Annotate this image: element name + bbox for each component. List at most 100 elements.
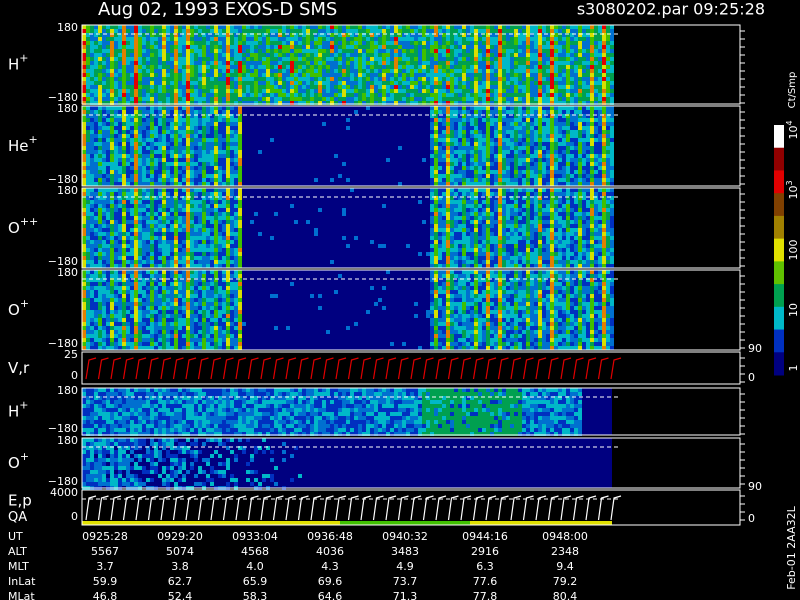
cell: [118, 114, 122, 118]
cell: [494, 65, 498, 69]
cell: [246, 49, 250, 53]
cell: [590, 110, 594, 114]
cell: [118, 81, 122, 85]
cell: [242, 85, 246, 89]
cell: [186, 208, 190, 212]
cell: [190, 130, 194, 134]
cell: [534, 154, 538, 158]
cell: [518, 77, 522, 81]
cell: [406, 45, 410, 49]
cell: [126, 138, 130, 142]
cell: [86, 89, 90, 93]
cell: [586, 61, 590, 65]
cell: [538, 146, 542, 150]
cell: [158, 45, 162, 49]
cell: [226, 25, 230, 29]
cell: [126, 29, 130, 33]
cell: [210, 29, 214, 33]
cell: [518, 170, 522, 174]
cell: [130, 101, 134, 105]
cell: [530, 65, 534, 69]
cell: [378, 77, 382, 81]
cell: [586, 118, 590, 122]
cell: [170, 232, 174, 236]
cell: [430, 89, 434, 93]
cell: [142, 61, 146, 65]
cell: [98, 110, 102, 114]
cell: [598, 89, 602, 93]
cell: [438, 73, 442, 77]
cell: [186, 196, 190, 200]
cell: [558, 73, 562, 77]
cell: [154, 174, 158, 178]
cell: [362, 45, 366, 49]
cell: [142, 244, 146, 248]
cell: [138, 264, 142, 268]
cell: [210, 93, 214, 97]
cell: [442, 106, 446, 110]
cell: [346, 126, 350, 130]
cell: [94, 93, 98, 97]
cell: [206, 146, 210, 150]
cell: [118, 174, 122, 178]
cell: [562, 85, 566, 89]
cell: [110, 244, 114, 248]
cell: [410, 41, 414, 45]
cell: [534, 33, 538, 37]
cell: [234, 166, 238, 170]
cell: [278, 69, 282, 73]
cell: [558, 118, 562, 122]
cell: [142, 65, 146, 69]
cell: [350, 61, 354, 65]
cell: [578, 154, 582, 158]
cell: [178, 220, 182, 224]
cell: [198, 150, 202, 154]
cell: [110, 53, 114, 57]
cell: [206, 53, 210, 57]
cell: [314, 53, 318, 57]
cell: [454, 89, 458, 93]
cell: [146, 228, 150, 232]
cell: [354, 37, 358, 41]
cell: [346, 77, 350, 81]
cell: [402, 49, 406, 53]
cell: [138, 57, 142, 61]
cell: [486, 77, 490, 81]
cell: [434, 37, 438, 41]
cell: [210, 134, 214, 138]
cell: [334, 69, 338, 73]
cell: [346, 29, 350, 33]
cell: [574, 122, 578, 126]
cell: [218, 69, 222, 73]
cell: [162, 204, 166, 208]
cell: [534, 150, 538, 154]
cell: [138, 110, 142, 114]
cell: [410, 73, 414, 77]
cell: [590, 126, 594, 130]
cell: [222, 101, 226, 105]
cell: [290, 65, 294, 69]
cell: [82, 178, 86, 182]
cell: [194, 73, 198, 77]
cell: [226, 150, 230, 154]
cell: [590, 25, 594, 29]
cell: [538, 49, 542, 53]
cell: [550, 49, 554, 53]
cell: [234, 106, 238, 110]
cell: [602, 45, 606, 49]
cell: [526, 182, 530, 186]
cell: [394, 85, 398, 89]
cell: [214, 33, 218, 37]
cell: [590, 61, 594, 65]
cell: [110, 106, 114, 110]
cell: [242, 33, 246, 37]
cell: [558, 178, 562, 182]
cell: [126, 118, 130, 122]
cell: [98, 264, 102, 268]
cell: [190, 57, 194, 61]
cell: [82, 244, 86, 248]
cell: [206, 73, 210, 77]
cell: [250, 97, 254, 101]
cell: [126, 252, 130, 256]
cell: [434, 57, 438, 61]
